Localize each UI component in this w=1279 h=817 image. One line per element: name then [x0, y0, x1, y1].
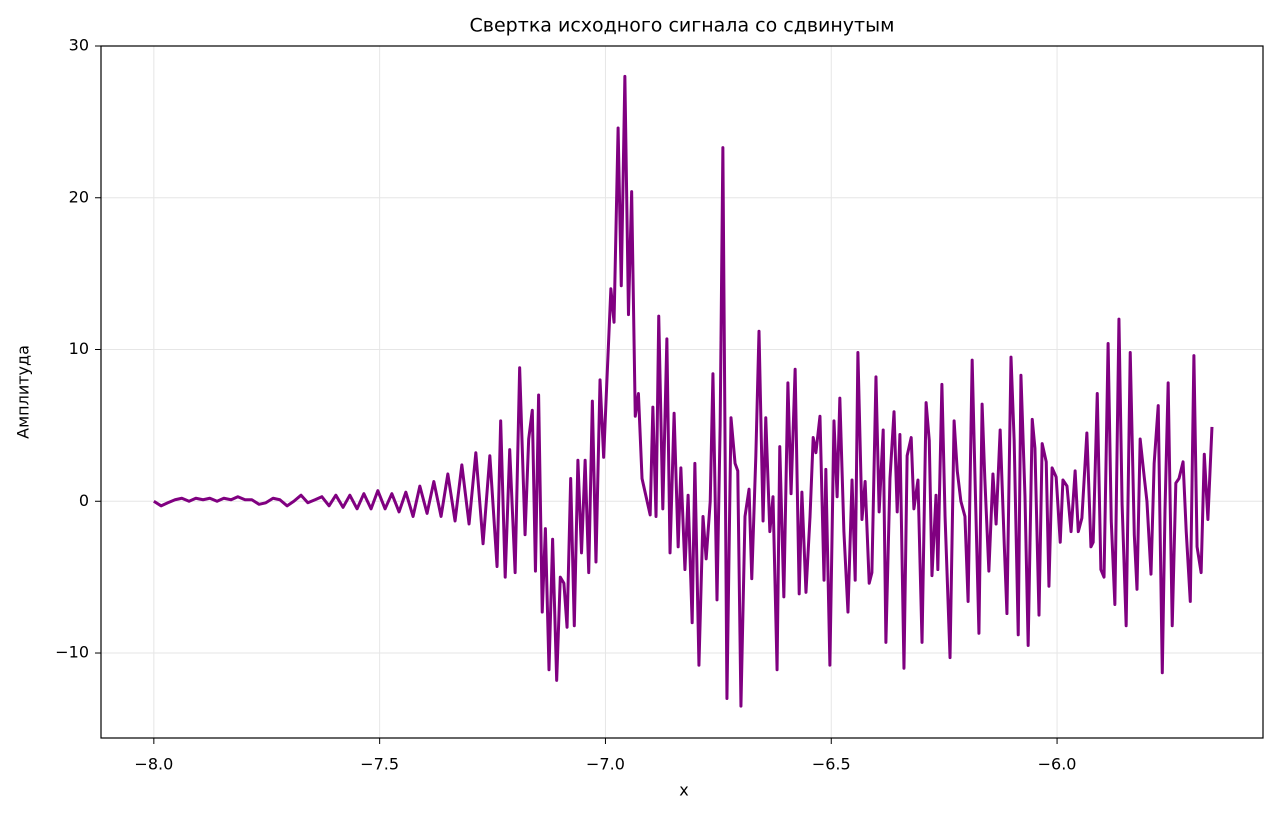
x-tick-label: −7.0	[586, 755, 625, 774]
x-tick-label: −7.5	[360, 755, 399, 774]
x-tick-label: −6.0	[1038, 755, 1077, 774]
x-tick-label: −8.0	[134, 755, 173, 774]
signal-line	[153, 74, 1214, 708]
x-axis-label: x	[679, 781, 688, 800]
chart-title: Свертка исходного сигнала со сдвинутым	[470, 15, 895, 37]
y-tick-label: 0	[79, 491, 89, 510]
y-axis-label: Амплитуда	[14, 345, 33, 439]
y-tick-label: 20	[69, 187, 89, 206]
x-tick-label: −6.5	[812, 755, 851, 774]
plot-frame	[100, 45, 1264, 739]
y-tick-label: 10	[69, 339, 89, 358]
y-tick-label: 30	[69, 36, 89, 55]
y-tick-label: −10	[55, 643, 89, 662]
